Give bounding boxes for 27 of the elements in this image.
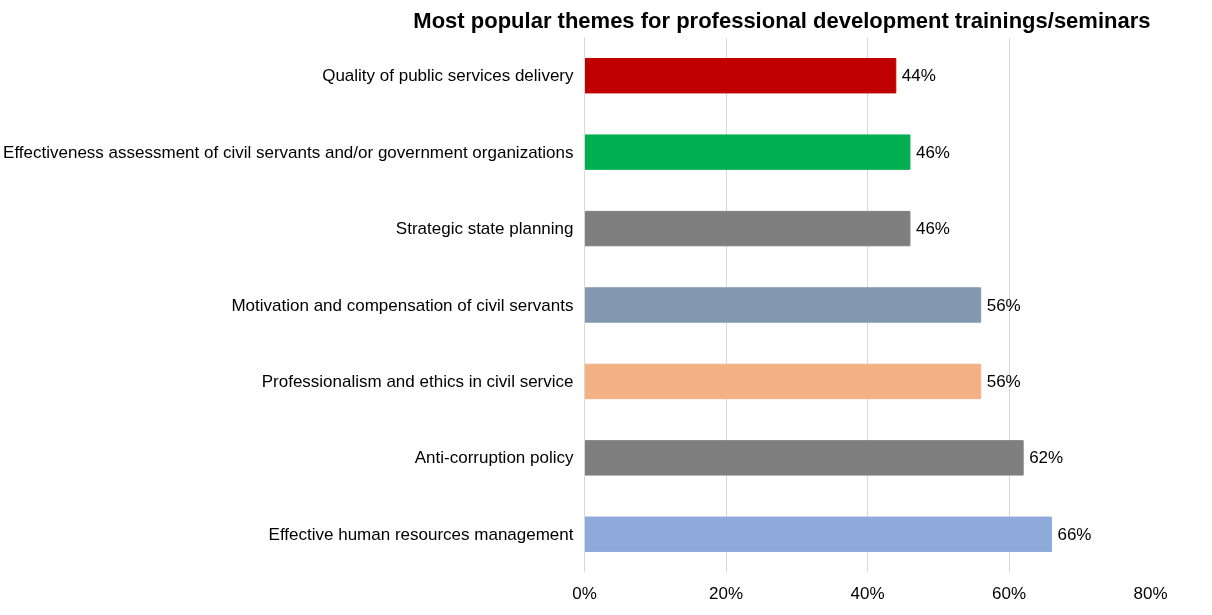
bar	[584, 287, 982, 323]
y-tick-label: Anti-corruption policy	[414, 448, 574, 468]
x-tick-label: 80%	[1133, 583, 1168, 603]
bar	[584, 440, 1024, 476]
y-tick-label: Motivation and compensation of civil servants	[231, 295, 574, 315]
x-tick-label: 20%	[708, 583, 744, 603]
data-label: 46%	[915, 219, 950, 239]
data-label: 44%	[901, 66, 936, 86]
x-tick-label: 0%	[572, 583, 597, 603]
y-tick-label: Effectiveness assessment of civil servants and/or government organizations	[3, 142, 574, 162]
y-tick-label: Quality of public services delivery	[322, 66, 574, 86]
bar	[584, 58, 897, 94]
data-label: 46%	[915, 142, 950, 162]
bar	[584, 363, 982, 400]
y-tick-label: Professionalism and ethics in civil service	[261, 371, 574, 391]
data-label: 66%	[1057, 524, 1092, 544]
x-tick-label: 40%	[850, 583, 885, 603]
y-tick-label: Strategic state planning	[395, 219, 574, 239]
chart-title: Most popular themes for professional development trainings/seminars	[413, 7, 1151, 33]
bar	[584, 134, 911, 170]
y-tick-label: Effective human resources management	[268, 524, 574, 544]
x-tick-label: 60%	[991, 583, 1027, 603]
bar	[584, 516, 1052, 552]
data-label: 62%	[1029, 448, 1064, 468]
bar	[584, 210, 911, 247]
data-label: 56%	[986, 295, 1021, 315]
data-label: 56%	[986, 371, 1021, 391]
